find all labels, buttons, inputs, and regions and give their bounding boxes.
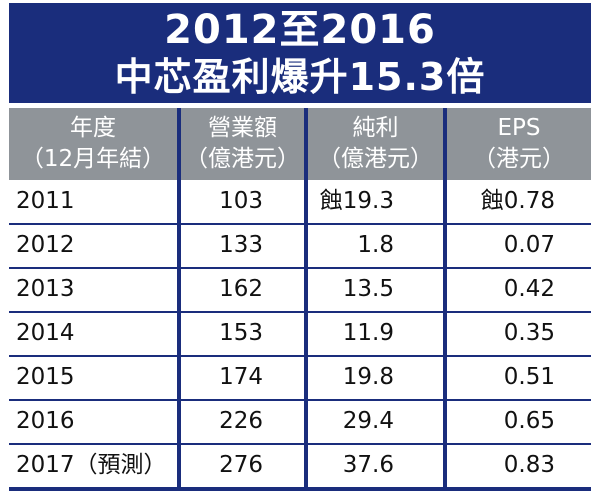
column-divider	[443, 108, 447, 491]
header-profit-line2: （億港元）	[318, 146, 433, 172]
cell-revenue: 153	[219, 320, 263, 346]
cell-revenue: 276	[219, 452, 263, 478]
cell-profit: 11.9	[342, 320, 394, 346]
column-divider	[304, 108, 308, 491]
header-year: 年度 （12月年結）	[9, 108, 177, 180]
row-divider	[9, 399, 591, 401]
cell-year: 2015	[16, 364, 75, 390]
row-divider	[9, 311, 591, 313]
title-line-1: 2012至2016	[164, 7, 436, 53]
header-revenue: 營業額 （億港元）	[181, 108, 304, 180]
cell-year: 2014	[16, 320, 75, 346]
cell-profit: 1.8	[357, 232, 394, 258]
title-banner: 2012至2016 中芯盈利爆升15.3倍	[9, 3, 591, 103]
row-divider	[9, 443, 591, 445]
cell-eps: 0.65	[503, 408, 555, 434]
table-header: 年度 （12月年結） 營業額 （億港元） 純利 （億港元） EPS （港元）	[9, 108, 591, 180]
cell-profit: 蝕19.3	[319, 188, 394, 214]
cell-profit: 19.8	[342, 364, 394, 390]
cell-revenue: 103	[219, 188, 263, 214]
cell-eps: 0.83	[503, 452, 555, 478]
column-divider	[177, 108, 181, 491]
header-eps: EPS （港元）	[447, 108, 591, 180]
header-eps-line1: EPS	[497, 115, 541, 141]
header-profit: 純利 （億港元）	[308, 108, 443, 180]
cell-profit: 13.5	[342, 276, 394, 302]
row-divider	[9, 267, 591, 269]
cell-revenue: 162	[219, 276, 263, 302]
cell-revenue: 226	[219, 408, 263, 434]
header-revenue-line2: （億港元）	[185, 146, 300, 172]
cell-year: 2017（預測）	[16, 452, 167, 478]
cell-year: 2016	[16, 408, 75, 434]
header-revenue-line1: 營業額	[208, 115, 277, 141]
cell-profit: 29.4	[342, 408, 394, 434]
cell-eps: 0.42	[503, 276, 555, 302]
cell-profit: 37.6	[342, 452, 394, 478]
cell-eps: 蝕0.78	[480, 188, 555, 214]
cell-year: 2011	[16, 188, 75, 214]
cell-year: 2013	[16, 276, 75, 302]
header-year-line1: 年度	[70, 115, 116, 141]
row-divider	[9, 355, 591, 357]
table-bottom-rule	[9, 487, 591, 491]
cell-revenue: 133	[219, 232, 263, 258]
cell-eps: 0.35	[503, 320, 555, 346]
cell-year: 2012	[16, 232, 75, 258]
title-line-2: 中芯盈利爆升15.3倍	[114, 55, 486, 99]
row-divider	[9, 223, 591, 225]
header-year-line2: （12月年結）	[20, 146, 166, 172]
cell-revenue: 174	[219, 364, 263, 390]
cell-eps: 0.51	[503, 364, 555, 390]
header-profit-line1: 純利	[352, 115, 399, 141]
header-eps-line2: （港元）	[473, 146, 565, 172]
cell-eps: 0.07	[503, 232, 555, 258]
